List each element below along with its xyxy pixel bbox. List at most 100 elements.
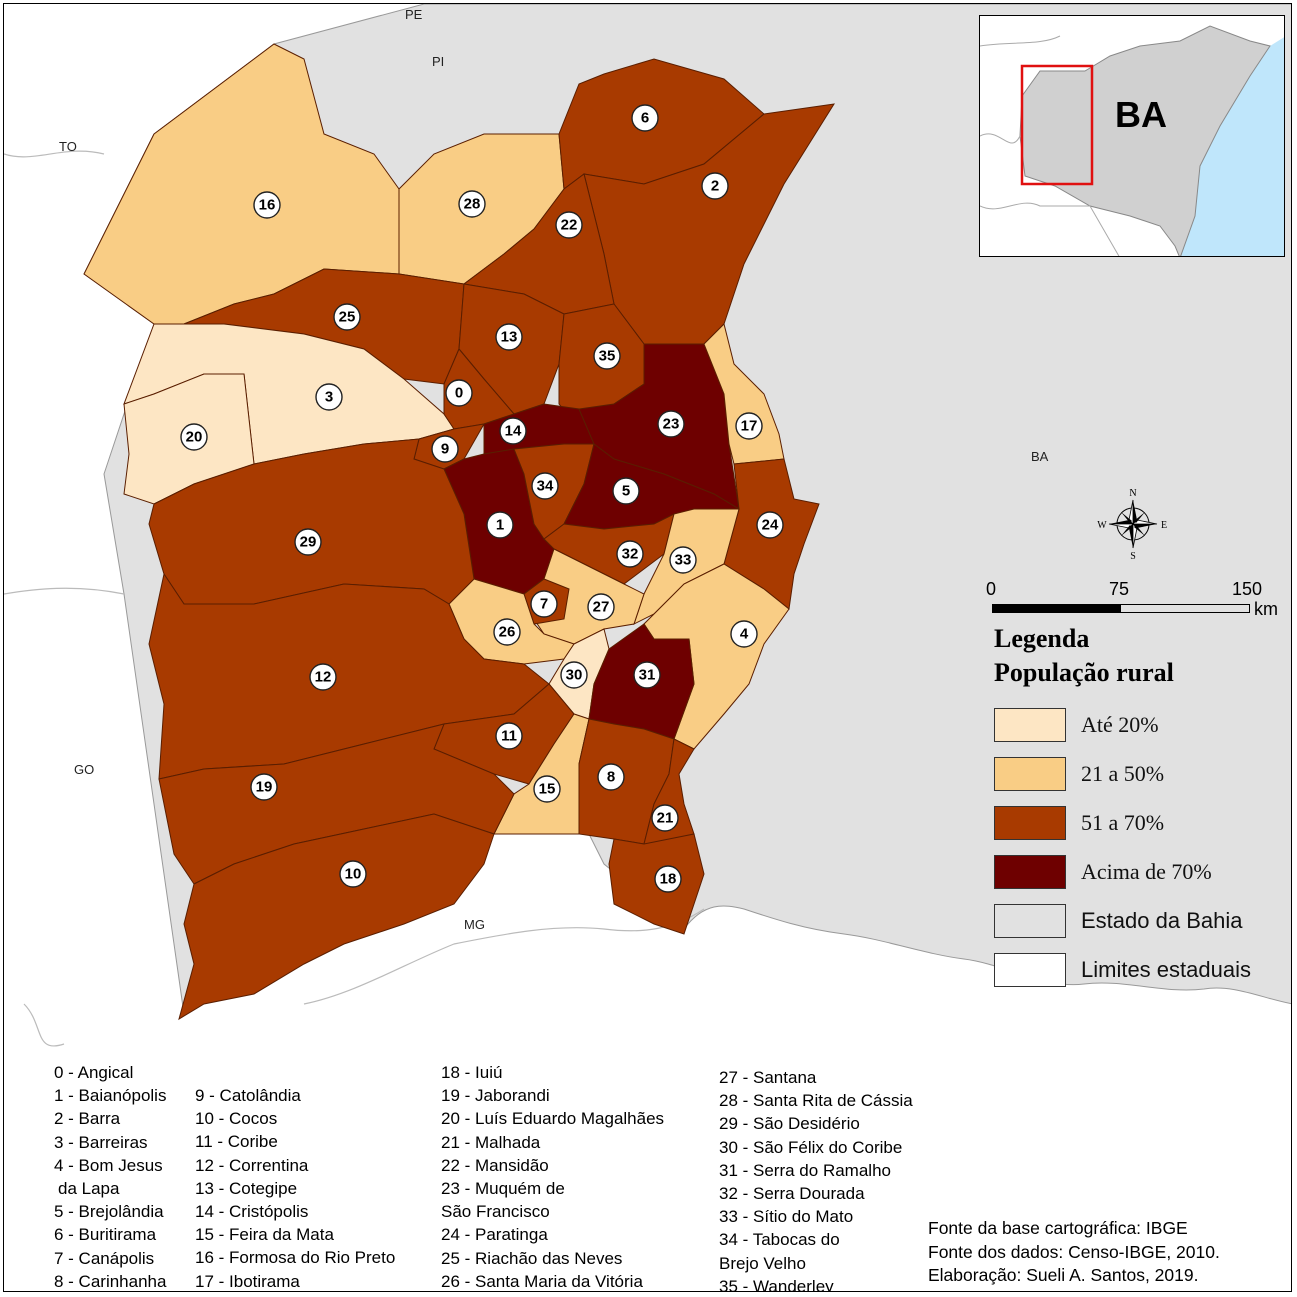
muni-label-text: 21 — [657, 810, 674, 827]
muni-label-text: 31 — [639, 667, 656, 684]
list-item: 30 - São Félix do Coribe — [719, 1137, 903, 1157]
muni-10 — [178, 813, 495, 1021]
muni-label-text: 1 — [496, 517, 504, 534]
legend-item: Acima de 70% — [994, 855, 1291, 895]
legend-label: 21 a 50% — [1081, 761, 1165, 786]
list-item: 29 - São Desidério — [719, 1114, 860, 1134]
muni-label-text: 7 — [540, 596, 548, 613]
muni-marker: 15 — [533, 775, 561, 803]
muni-marker: 23 — [657, 410, 685, 438]
legend-item: Estado da Bahia — [994, 904, 1291, 944]
muni-marker: 18 — [654, 865, 682, 893]
list-item: 23 - Muquém de — [441, 1179, 565, 1199]
list-item: 11 - Coribe — [195, 1132, 278, 1152]
list-item: 17 - Ibotirama — [195, 1271, 300, 1291]
list-item: 3 - Barreiras — [54, 1132, 148, 1152]
municipality-list-col-1: 0 - Angical 1 - Baianópolis 2 - Barra 3 … — [54, 1061, 166, 1291]
muni-marker: 7 — [530, 590, 558, 618]
muni-marker: 32 — [616, 540, 644, 568]
scale-tick-150: 150 — [1232, 579, 1263, 599]
list-item: 5 - Brejolândia — [54, 1202, 164, 1222]
muni-marker: 29 — [294, 528, 322, 556]
legend-item: Até 20% — [994, 708, 1291, 748]
muni-label-text: 23 — [663, 416, 680, 433]
credit-line: Elaboração: Sueli A. Santos, 2019. — [928, 1265, 1199, 1285]
state-label-to: TO — [59, 139, 77, 154]
muni-label-text: 0 — [455, 385, 463, 402]
list-item: 6 - Buritirama — [54, 1225, 157, 1245]
compass-s: S — [1130, 551, 1136, 561]
inset-neighbor-lines — [980, 35, 1120, 256]
legend-swatch — [994, 708, 1066, 742]
muni-label-text: 4 — [740, 626, 749, 643]
muni-marker: 11 — [495, 722, 523, 750]
legend-item: 21 a 50% — [994, 757, 1291, 797]
list-item: 28 - Santa Rita de Cássia — [719, 1091, 913, 1111]
muni-label-text: 17 — [741, 418, 758, 435]
list-item: 0 - Angical — [54, 1063, 134, 1082]
muni-marker: 20 — [180, 423, 208, 451]
muni-marker: 8 — [597, 763, 625, 791]
list-item: 12 - Correntina — [195, 1155, 309, 1175]
legend-title: Legenda População rural — [994, 622, 1291, 690]
list-item: 35 - Wanderley — [719, 1276, 834, 1292]
legend-title-line1: Legenda — [994, 624, 1090, 653]
list-item: Brejo Velho — [719, 1253, 806, 1273]
list-item: 15 - Feira da Mata — [195, 1225, 334, 1245]
muni-marker: 24 — [756, 511, 784, 539]
muni-label-text: 28 — [464, 196, 481, 213]
credits: Fonte da base cartográfica: IBGE Fonte d… — [928, 1217, 1291, 1288]
list-item: 19 - Jaborandi — [441, 1086, 550, 1106]
legend: Legenda População rural Até 20% 21 a 50%… — [994, 622, 1291, 987]
credit-line: Fonte dos dados: Censo-IBGE, 2010. — [928, 1241, 1220, 1262]
compass-n: N — [1129, 488, 1136, 499]
muni-marker: 17 — [735, 412, 763, 440]
muni-marker: 5 — [612, 477, 640, 505]
legend-swatch — [994, 757, 1066, 791]
state-label-mg: MG — [464, 917, 485, 932]
compass-e: E — [1161, 520, 1167, 531]
muni-marker: 19 — [250, 773, 278, 801]
inset-ocean — [1180, 37, 1284, 256]
muni-label-text: 22 — [561, 217, 578, 234]
legend-swatch — [994, 855, 1066, 889]
north-arrow: N S E W — [1096, 487, 1170, 562]
muni-marker: 27 — [587, 593, 615, 621]
inset-map-graphic — [980, 16, 1284, 256]
muni-marker: 9 — [431, 435, 459, 463]
muni-marker: 30 — [560, 661, 588, 689]
muni-marker: 12 — [309, 663, 337, 691]
muni-label-text: 6 — [641, 110, 649, 127]
muni-label-text: 34 — [537, 478, 554, 495]
muni-marker: 33 — [669, 546, 697, 574]
muni-label-text: 26 — [499, 624, 516, 641]
muni-label-text: 15 — [539, 781, 556, 798]
legend-label: Limites estaduais — [1081, 957, 1251, 982]
muni-marker: 28 — [458, 190, 486, 218]
list-item: 26 - Santa Maria da Vitória — [441, 1271, 643, 1291]
list-item: 21 - Malhada — [441, 1132, 541, 1152]
list-item: 24 - Paratinga — [441, 1225, 548, 1245]
muni-marker: 13 — [495, 323, 523, 351]
map-figure: 0 1 2 3 4 5 6 7 8 9 10 11 12 13 14 15 16… — [3, 3, 1292, 1292]
list-item: 18 - Iuiú — [441, 1063, 503, 1082]
list-item: 14 - Cristópolis — [195, 1202, 309, 1222]
muni-label-text: 11 — [501, 728, 517, 745]
muni-marker: 35 — [593, 342, 621, 370]
list-item: 4 - Bom Jesus — [54, 1155, 163, 1175]
list-item: São Francisco — [441, 1202, 550, 1222]
muni-marker: 21 — [651, 804, 679, 832]
municipality-list-col-2: 9 - Catolândia 10 - Cocos 11 - Coribe 12… — [195, 1084, 395, 1291]
muni-marker: 34 — [531, 472, 559, 500]
muni-marker: 31 — [633, 661, 661, 689]
muni-label-text: 35 — [599, 348, 616, 365]
muni-marker: 10 — [339, 860, 367, 888]
scale-tick-75: 75 — [1109, 579, 1130, 599]
inset-location-map: BA — [979, 15, 1285, 257]
muni-label-text: 8 — [607, 769, 615, 786]
muni-marker: 4 — [730, 620, 758, 648]
muni-label-text: 12 — [315, 669, 332, 686]
state-limit-line — [4, 150, 705, 1047]
muni-label-text: 24 — [762, 517, 779, 534]
muni-label-text: 10 — [345, 866, 362, 883]
